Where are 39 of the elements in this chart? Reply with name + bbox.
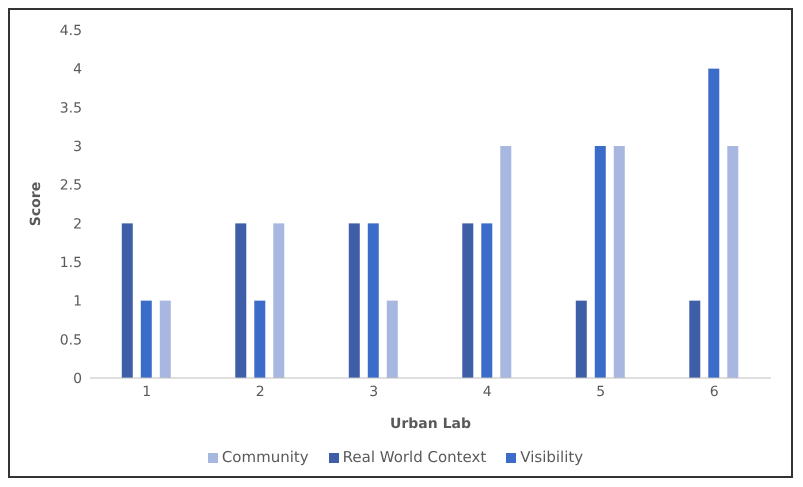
bar (140, 300, 152, 378)
bar (689, 300, 700, 378)
y-tick-label: 0.5 (60, 332, 82, 348)
bar (481, 223, 492, 378)
bar (614, 146, 625, 378)
y-tick-label: 3.5 (60, 100, 82, 116)
x-tick-label: 6 (710, 384, 719, 400)
x-tick-label: 3 (369, 384, 378, 400)
bar (594, 146, 606, 378)
y-tick-label: 4 (73, 62, 82, 78)
bar (122, 223, 133, 378)
y-tick-label: 0 (73, 370, 82, 387)
legend-label: Visibility (520, 448, 584, 466)
y-tick-label: 1.5 (60, 254, 82, 271)
x-tick-label: 1 (142, 384, 152, 400)
bar (368, 223, 379, 378)
y-tick-label: 1 (73, 294, 82, 310)
x-tick-label: 5 (596, 384, 606, 400)
x-tick-label: 2 (256, 384, 265, 400)
bar (254, 300, 266, 378)
bar (235, 223, 246, 378)
y-tick-label: 2.5 (60, 178, 82, 194)
legend-label: Community (222, 448, 309, 466)
bar (160, 300, 171, 378)
y-axis-title: Score (28, 182, 44, 226)
bar (348, 223, 360, 378)
bar (727, 146, 738, 378)
legend-label: Real World Context (342, 448, 486, 466)
y-tick-label: 4.5 (60, 22, 82, 39)
x-axis-title: Urban Lab (390, 416, 471, 432)
y-tick-label: 2 (73, 216, 82, 232)
x-tick-label: 4 (482, 384, 492, 400)
y-tick-label: 3 (73, 138, 82, 155)
bar (708, 68, 720, 378)
bar (576, 300, 587, 378)
bar (273, 223, 284, 378)
bar (500, 146, 512, 378)
bar (386, 300, 398, 378)
bar (462, 223, 474, 378)
